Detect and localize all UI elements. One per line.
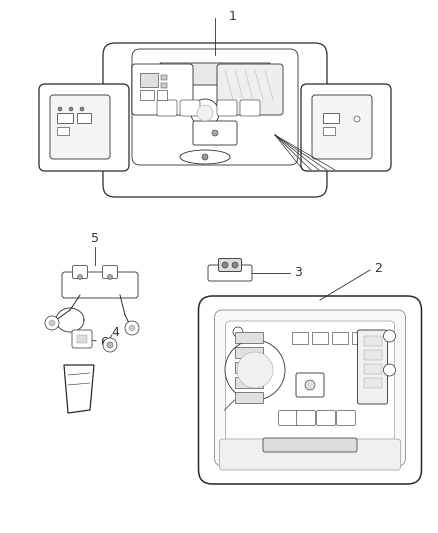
Circle shape <box>58 107 62 111</box>
Circle shape <box>225 340 285 400</box>
FancyBboxPatch shape <box>301 84 391 171</box>
FancyBboxPatch shape <box>157 100 177 116</box>
FancyBboxPatch shape <box>219 259 241 271</box>
FancyBboxPatch shape <box>279 410 297 425</box>
Bar <box>364 364 381 374</box>
FancyBboxPatch shape <box>73 265 88 279</box>
FancyBboxPatch shape <box>215 310 406 466</box>
Bar <box>140 73 158 87</box>
FancyBboxPatch shape <box>240 100 260 116</box>
Bar <box>57 113 73 123</box>
FancyBboxPatch shape <box>357 330 388 404</box>
FancyBboxPatch shape <box>132 64 193 115</box>
Circle shape <box>233 327 243 337</box>
Circle shape <box>384 364 396 376</box>
Bar <box>161 83 167 88</box>
Circle shape <box>197 105 213 121</box>
Circle shape <box>80 107 84 111</box>
Text: 4: 4 <box>111 326 119 338</box>
Bar <box>57 127 69 135</box>
Polygon shape <box>64 365 94 413</box>
Bar <box>323 127 335 135</box>
Text: 1: 1 <box>229 10 237 22</box>
FancyBboxPatch shape <box>336 410 356 425</box>
FancyBboxPatch shape <box>208 265 252 281</box>
FancyBboxPatch shape <box>217 64 283 115</box>
Circle shape <box>354 116 360 122</box>
Bar <box>77 113 91 123</box>
Circle shape <box>212 130 218 136</box>
FancyBboxPatch shape <box>180 100 200 116</box>
Text: 3: 3 <box>294 266 302 279</box>
Bar <box>140 90 154 100</box>
Circle shape <box>129 325 135 331</box>
FancyBboxPatch shape <box>102 265 117 279</box>
FancyBboxPatch shape <box>72 330 92 348</box>
Bar <box>364 378 381 388</box>
Bar <box>352 332 368 344</box>
FancyBboxPatch shape <box>226 321 395 451</box>
Circle shape <box>384 330 396 342</box>
FancyBboxPatch shape <box>263 438 357 452</box>
Bar <box>332 332 348 344</box>
Bar <box>161 75 167 80</box>
Bar <box>234 362 262 373</box>
FancyBboxPatch shape <box>217 100 237 116</box>
FancyBboxPatch shape <box>50 95 110 159</box>
Bar <box>292 332 308 344</box>
Text: 5: 5 <box>91 232 99 246</box>
FancyBboxPatch shape <box>103 43 327 197</box>
Circle shape <box>78 274 82 279</box>
Circle shape <box>69 107 73 111</box>
Bar <box>323 113 339 123</box>
Text: 2: 2 <box>374 262 382 274</box>
Bar <box>364 350 381 360</box>
Circle shape <box>232 262 238 268</box>
Circle shape <box>222 262 228 268</box>
FancyBboxPatch shape <box>193 121 237 145</box>
FancyBboxPatch shape <box>296 373 324 397</box>
FancyBboxPatch shape <box>39 84 129 171</box>
Circle shape <box>237 352 273 388</box>
FancyBboxPatch shape <box>297 410 315 425</box>
FancyBboxPatch shape <box>312 95 372 159</box>
Bar <box>234 392 262 403</box>
FancyBboxPatch shape <box>132 49 298 165</box>
FancyBboxPatch shape <box>62 272 138 298</box>
Bar <box>364 336 381 346</box>
Bar <box>77 335 87 343</box>
FancyBboxPatch shape <box>219 439 400 470</box>
Circle shape <box>49 320 55 326</box>
Ellipse shape <box>180 150 230 164</box>
Circle shape <box>125 321 139 335</box>
Bar <box>312 332 328 344</box>
Circle shape <box>202 154 208 160</box>
Bar <box>157 90 167 100</box>
Circle shape <box>107 274 113 279</box>
Bar <box>234 377 262 388</box>
Circle shape <box>305 380 315 390</box>
Circle shape <box>191 99 219 127</box>
FancyBboxPatch shape <box>198 296 421 484</box>
Bar <box>234 332 262 343</box>
Text: 6: 6 <box>100 335 108 349</box>
Circle shape <box>103 338 117 352</box>
FancyBboxPatch shape <box>317 410 336 425</box>
Bar <box>234 347 262 358</box>
Polygon shape <box>160 63 270 85</box>
Circle shape <box>107 342 113 348</box>
Circle shape <box>45 316 59 330</box>
